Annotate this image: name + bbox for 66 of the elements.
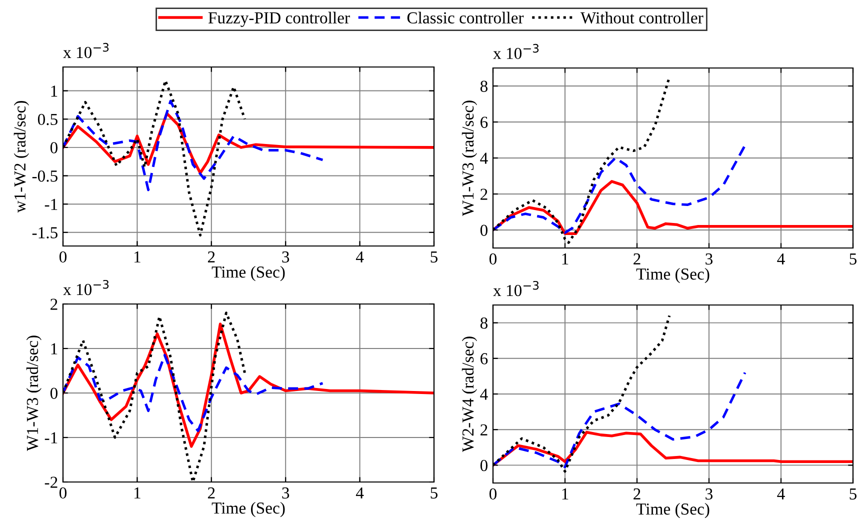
y-tick-label: -1	[44, 198, 58, 210]
legend-label: Without controller	[580, 12, 704, 24]
line-series	[63, 354, 324, 432]
y-tick-label: -1	[44, 432, 58, 444]
y-tick-label: 6	[480, 353, 488, 364]
x-tick-label: 3	[706, 488, 713, 500]
x-tick-label: 4	[356, 487, 364, 498]
y-tick-label: 2	[50, 298, 58, 310]
text: x 10$^{−3}$	[63, 42, 109, 58]
y-tick-label: -2	[44, 476, 58, 488]
x-tick-label: 3	[282, 251, 290, 263]
line-series	[493, 430, 853, 467]
x-tick-label: 2	[208, 487, 215, 498]
x-tick-label: 5	[430, 252, 438, 263]
x-tick-label: 5	[850, 488, 857, 500]
legend-label: Fuzzy-PID controller	[208, 12, 350, 27]
y-axis-title: W1-W3 (rad/sec)	[26, 336, 42, 452]
x-tick-label: 3	[706, 253, 713, 265]
y-tick-label: 1	[51, 343, 58, 354]
y-tick-label: 1	[51, 86, 58, 97]
x-tick-label: 2	[634, 253, 640, 264]
y-axis-title: w1-W2 (rad/sec)	[14, 101, 29, 213]
x-tick-label: 5	[850, 254, 857, 265]
y-tick-label: 2	[480, 188, 488, 200]
x-axis-title: Time (Sec)	[212, 266, 285, 282]
line-series	[493, 144, 746, 234]
y-tick-label: 8	[480, 318, 488, 329]
x-tick-label: 3	[282, 487, 290, 499]
y-tick-label: 4	[480, 152, 488, 164]
x-tick-label: 1	[562, 253, 568, 264]
x-tick-label: 1	[134, 487, 140, 498]
y-tick-label: 0	[480, 224, 488, 236]
text: x 10$^{−3}$	[493, 44, 539, 60]
x-tick-label: 5	[430, 488, 438, 499]
x-axis-title: Time (Sec)	[212, 502, 285, 518]
y-tick-label: 6	[480, 116, 488, 128]
x-tick-label: 0	[59, 251, 67, 263]
y-tick-label: 0	[50, 142, 58, 154]
y-axis-title: W1-W3 (rad/sec)	[462, 100, 478, 216]
x-tick-label: 1	[134, 251, 140, 262]
x-tick-label: 0	[489, 253, 497, 265]
text: x 10$^{−3}$	[493, 280, 539, 296]
y-tick-label: 8	[480, 80, 488, 92]
x-tick-label: 0	[489, 488, 497, 500]
x-tick-label: 4	[777, 488, 785, 500]
line-series	[493, 371, 746, 468]
x-tick-label: 1	[562, 488, 568, 500]
x-tick-label: 2	[634, 488, 640, 500]
text: x 10$^{−3}$	[63, 280, 109, 296]
x-tick-label: 0	[59, 487, 67, 499]
x-tick-label: 2	[208, 251, 215, 262]
y-tick-label: 0	[480, 460, 488, 472]
x-axis-title: Time (Sec)	[636, 268, 710, 284]
y-tick-label: 0	[50, 388, 58, 399]
line-series	[63, 100, 324, 192]
y-axis-title: W2-W4 (rad/sec)	[462, 336, 478, 452]
x-axis-title: Time (Sec)	[636, 502, 710, 518]
y-tick-label: 0.5	[38, 114, 58, 126]
x-tick-label: 4	[777, 253, 785, 264]
y-tick-label: 4	[480, 388, 488, 400]
line-series	[493, 180, 853, 235]
y-tick-label: -1.5	[32, 227, 58, 238]
y-tick-label: -0.5	[32, 170, 58, 182]
x-tick-label: 4	[356, 251, 364, 262]
y-tick-label: 2	[480, 424, 488, 436]
legend-label: Classic controller	[407, 12, 524, 24]
